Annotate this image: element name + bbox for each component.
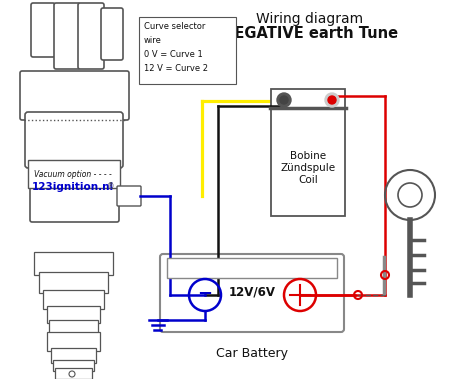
Text: Vacuum option - - - -: Vacuum option - - - - xyxy=(34,170,112,179)
FancyBboxPatch shape xyxy=(47,332,100,351)
Text: NEGATIVE earth Tune: NEGATIVE earth Tune xyxy=(222,26,398,41)
FancyBboxPatch shape xyxy=(271,89,345,216)
FancyBboxPatch shape xyxy=(139,17,236,84)
FancyBboxPatch shape xyxy=(20,71,129,120)
FancyBboxPatch shape xyxy=(117,186,141,206)
Circle shape xyxy=(328,96,336,104)
FancyBboxPatch shape xyxy=(78,3,104,69)
Text: Bobine: Bobine xyxy=(290,151,326,161)
FancyBboxPatch shape xyxy=(160,254,344,332)
Text: 0 V = Curve 1: 0 V = Curve 1 xyxy=(144,50,203,59)
FancyBboxPatch shape xyxy=(101,8,123,60)
FancyBboxPatch shape xyxy=(25,112,123,168)
FancyBboxPatch shape xyxy=(54,3,80,69)
Text: Curve selector: Curve selector xyxy=(144,22,205,31)
Circle shape xyxy=(280,96,288,104)
Text: 12 V = Curve 2: 12 V = Curve 2 xyxy=(144,64,208,73)
Circle shape xyxy=(325,93,339,107)
Text: Car Battery: Car Battery xyxy=(216,347,288,360)
Text: Coil: Coil xyxy=(298,175,318,185)
FancyBboxPatch shape xyxy=(35,252,113,274)
Text: wire: wire xyxy=(144,36,162,45)
Text: 123ignition.nl: 123ignition.nl xyxy=(32,182,114,192)
FancyBboxPatch shape xyxy=(54,360,94,371)
Text: Zündspule: Zündspule xyxy=(281,163,336,173)
FancyBboxPatch shape xyxy=(30,183,119,222)
Text: ®: ® xyxy=(107,182,115,191)
FancyBboxPatch shape xyxy=(28,160,120,188)
FancyBboxPatch shape xyxy=(44,290,104,309)
FancyBboxPatch shape xyxy=(39,271,109,293)
FancyBboxPatch shape xyxy=(47,305,100,323)
FancyBboxPatch shape xyxy=(55,368,92,379)
FancyBboxPatch shape xyxy=(167,258,337,278)
Text: −: − xyxy=(198,285,212,303)
Text: Wiring diagram: Wiring diagram xyxy=(256,12,364,26)
Text: 12V/6V: 12V/6V xyxy=(228,285,275,299)
FancyBboxPatch shape xyxy=(52,348,97,362)
FancyBboxPatch shape xyxy=(49,319,99,335)
FancyBboxPatch shape xyxy=(31,3,55,57)
Circle shape xyxy=(277,93,291,107)
